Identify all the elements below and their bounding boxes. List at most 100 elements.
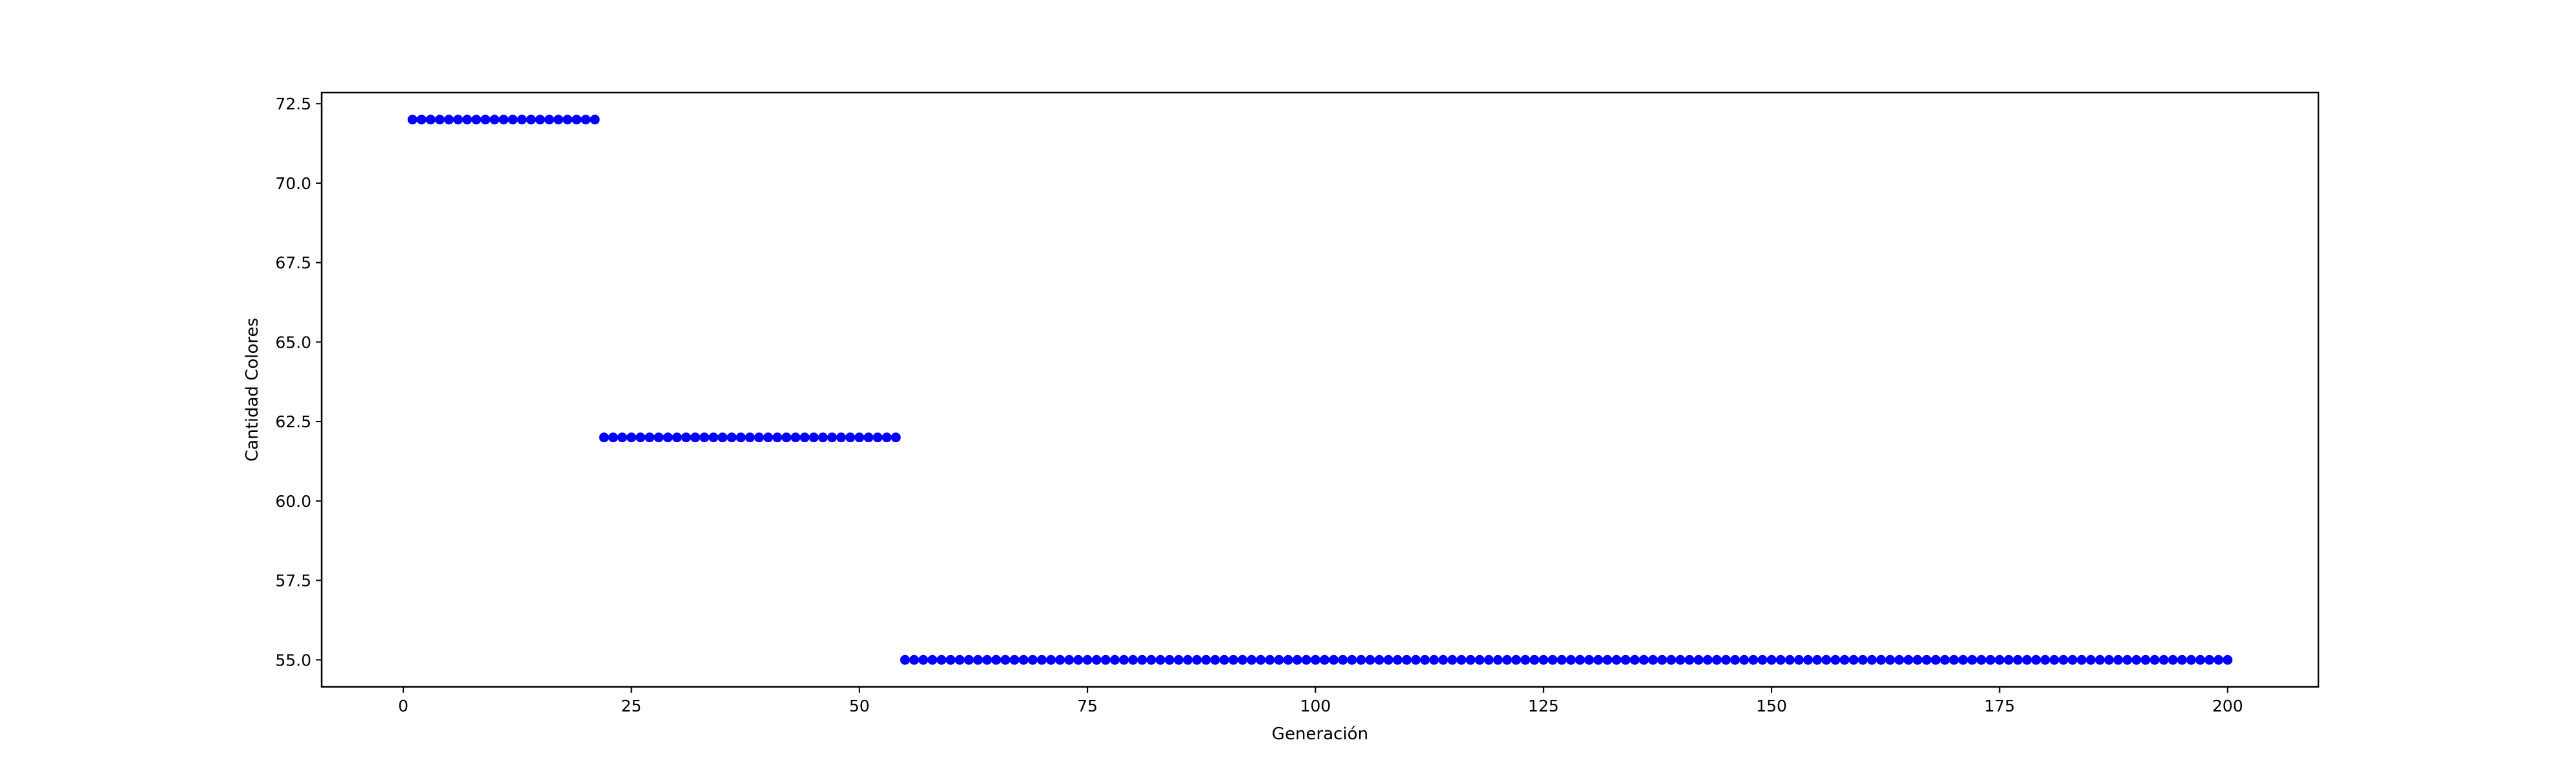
data-point	[1000, 655, 1010, 665]
data-point	[699, 432, 709, 443]
data-point	[736, 432, 746, 443]
data-point	[808, 432, 819, 443]
data-point	[937, 655, 947, 665]
data-point	[1566, 655, 1576, 665]
data-point	[2186, 655, 2196, 665]
data-point	[1238, 655, 1248, 665]
data-point	[1748, 655, 1759, 665]
data-point	[863, 432, 874, 443]
data-point	[1858, 655, 1868, 665]
data-point	[1265, 655, 1275, 665]
data-point	[2122, 655, 2133, 665]
data-point	[1283, 655, 1293, 665]
data-point	[754, 432, 764, 443]
data-point	[1146, 655, 1157, 665]
y-axis-ticks: 55.0 57.5 60.0 62.5 65.0 67.5 70.0 72.5	[275, 95, 322, 669]
plot-area-frame	[320, 91, 2320, 688]
data-point	[444, 115, 454, 125]
data-point	[1739, 655, 1749, 665]
data-point	[1247, 655, 1257, 665]
data-point	[544, 115, 555, 125]
data-point	[1201, 655, 1211, 665]
data-point	[1830, 655, 1841, 665]
data-point	[581, 115, 591, 125]
data-point	[2013, 655, 2023, 665]
data-point	[1064, 655, 1074, 665]
data-point	[1100, 655, 1111, 665]
data-point	[1657, 655, 1667, 665]
data-point	[2031, 655, 2041, 665]
data-point	[489, 115, 500, 125]
data-point	[1055, 655, 1065, 665]
data-point	[1401, 655, 1412, 665]
y-tick-label: 70.0	[275, 174, 311, 193]
data-point	[845, 432, 856, 443]
data-point	[772, 432, 783, 443]
data-point	[1994, 655, 2004, 665]
data-point	[2159, 655, 2169, 665]
data-point	[1320, 655, 1330, 665]
data-point	[1338, 655, 1348, 665]
data-point	[2040, 655, 2050, 665]
data-point	[1958, 655, 1968, 665]
data-point	[416, 115, 427, 125]
data-point	[836, 432, 847, 443]
data-point	[1164, 655, 1175, 665]
y-tick-label: 67.5	[275, 254, 311, 273]
data-point	[745, 432, 755, 443]
data-point	[955, 655, 965, 665]
data-point	[1392, 655, 1403, 665]
data-point	[982, 655, 992, 665]
data-point	[1502, 655, 1512, 665]
data-point	[2131, 655, 2142, 665]
data-point	[516, 115, 527, 125]
x-tick-label: 125	[1528, 697, 1559, 715]
data-point	[1383, 655, 1393, 665]
x-tick-label: 0	[398, 697, 408, 715]
data-point	[1775, 655, 1786, 665]
data-point	[763, 432, 773, 443]
data-point	[882, 432, 892, 443]
data-point	[1183, 655, 1193, 665]
data-point	[1429, 655, 1439, 665]
x-tick-label: 100	[1300, 697, 1331, 715]
data-point	[1940, 655, 1950, 665]
data-point	[781, 432, 792, 443]
data-point	[1639, 655, 1649, 665]
data-point	[498, 115, 509, 125]
data-point	[608, 432, 618, 443]
data-point	[1784, 655, 1795, 665]
data-point	[964, 655, 974, 665]
data-point	[690, 432, 700, 443]
data-point	[1712, 655, 1722, 665]
data-points	[407, 115, 2233, 665]
x-tick-label: 75	[1077, 697, 1098, 715]
data-point	[590, 115, 600, 125]
data-point	[817, 432, 828, 443]
data-point	[2223, 655, 2233, 665]
data-point	[1821, 655, 1832, 665]
data-point	[1693, 655, 1704, 665]
y-tick-label: 72.5	[275, 95, 311, 113]
data-point	[1009, 655, 1019, 665]
data-point	[1894, 655, 1904, 665]
y-tick-label: 62.5	[275, 412, 311, 431]
data-point	[1766, 655, 1777, 665]
data-point	[2214, 655, 2224, 665]
data-point	[918, 655, 928, 665]
data-point	[535, 115, 546, 125]
data-point	[572, 115, 582, 125]
x-tick-label: 50	[849, 697, 870, 715]
data-point	[562, 115, 573, 125]
data-point	[854, 432, 865, 443]
data-point	[672, 432, 682, 443]
data-point	[1931, 655, 1941, 665]
data-point	[1630, 655, 1640, 665]
data-point	[1612, 655, 1622, 665]
data-point	[1538, 655, 1549, 665]
data-point	[1474, 655, 1485, 665]
data-point	[799, 432, 810, 443]
data-point	[1730, 655, 1740, 665]
data-point	[2113, 655, 2124, 665]
